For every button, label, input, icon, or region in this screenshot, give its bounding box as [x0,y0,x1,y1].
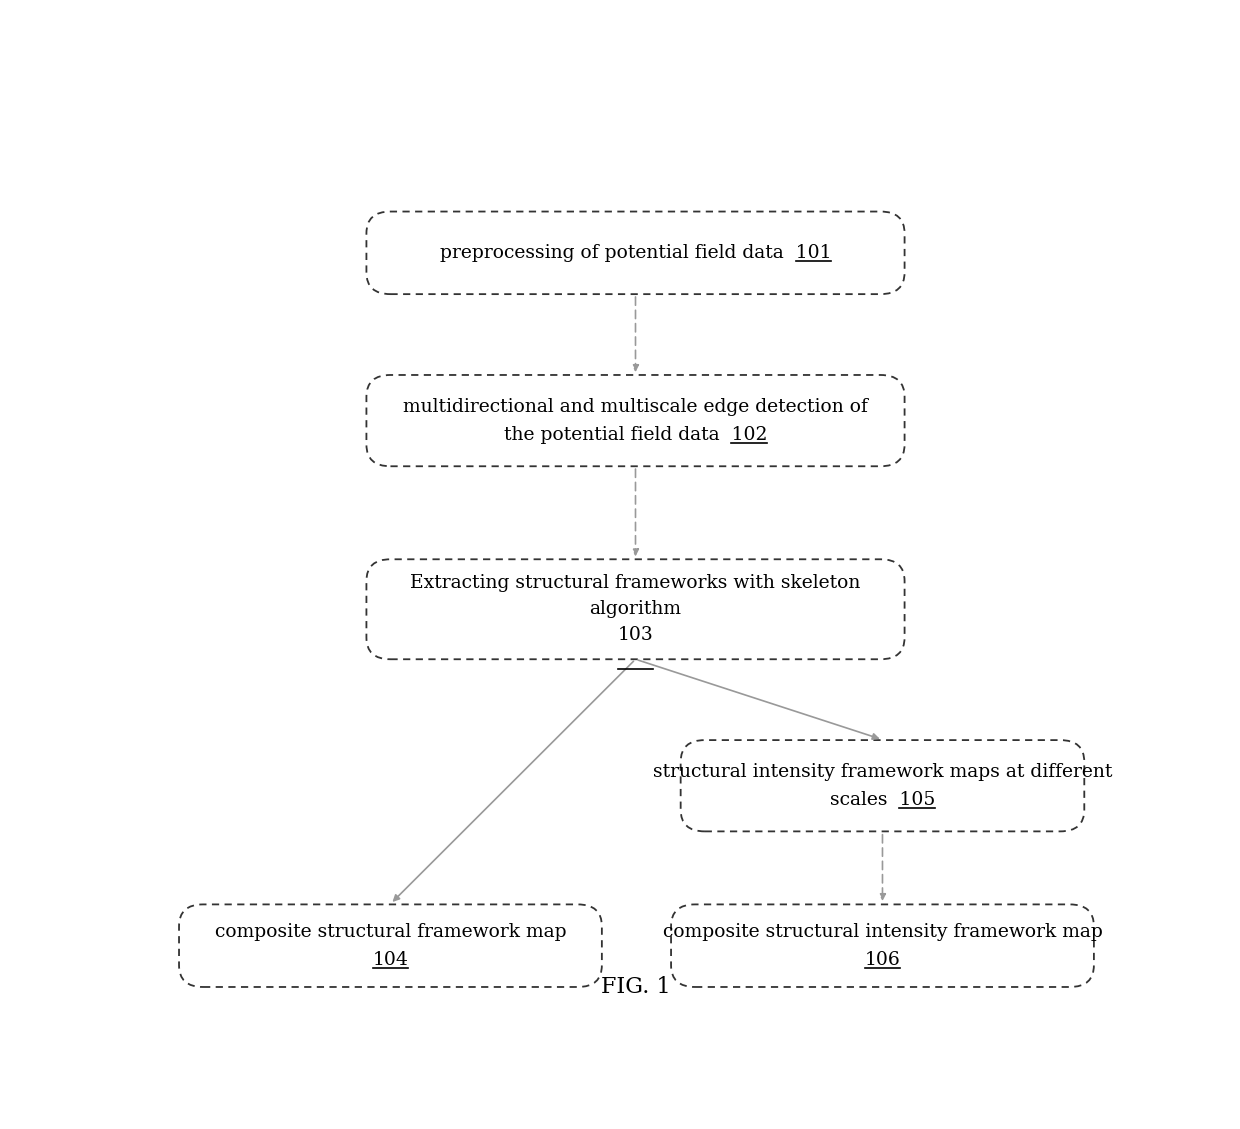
Text: algorithm: algorithm [589,601,682,619]
Text: FIG. 1: FIG. 1 [600,975,671,998]
Text: scales  105: scales 105 [830,790,935,808]
Text: structural intensity framework maps at different: structural intensity framework maps at d… [652,763,1112,781]
Text: preprocessing of potential field data  101: preprocessing of potential field data 10… [440,244,831,262]
FancyBboxPatch shape [367,559,905,659]
FancyBboxPatch shape [671,904,1094,987]
FancyBboxPatch shape [179,904,601,987]
Text: composite structural framework map: composite structural framework map [215,922,567,940]
FancyBboxPatch shape [367,375,905,466]
Text: 104: 104 [372,951,408,969]
Text: the potential field data  102: the potential field data 102 [503,426,768,444]
FancyBboxPatch shape [681,741,1084,831]
Text: 103: 103 [618,627,653,645]
Text: multidirectional and multiscale edge detection of: multidirectional and multiscale edge det… [403,397,868,415]
Text: composite structural intensity framework map: composite structural intensity framework… [662,922,1102,940]
FancyBboxPatch shape [367,211,905,295]
Text: Extracting structural frameworks with skeleton: Extracting structural frameworks with sk… [410,575,861,593]
Text: 106: 106 [864,951,900,969]
